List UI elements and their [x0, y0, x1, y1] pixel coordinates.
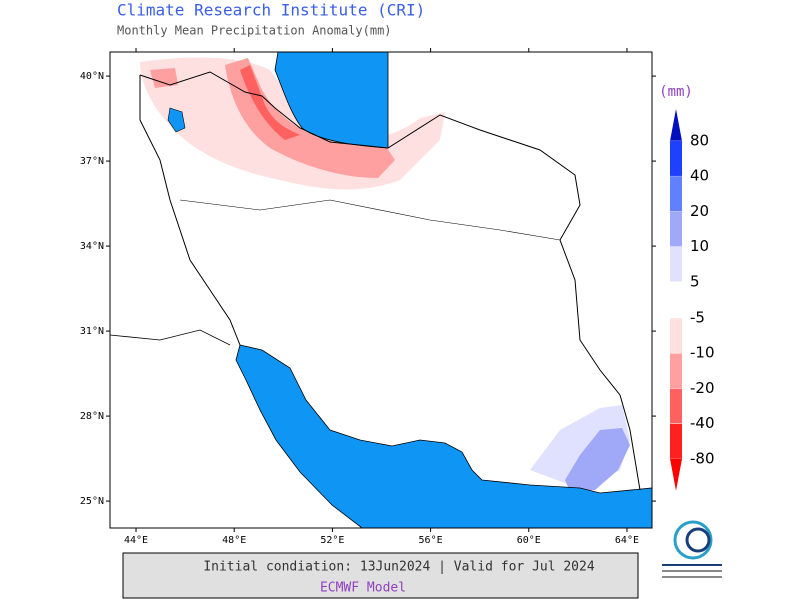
- neighbor-borders: [109, 329, 231, 346]
- legend-box: [670, 318, 682, 354]
- lat-tick-label: 37°N: [80, 156, 104, 167]
- legend-label: 80: [690, 132, 709, 150]
- footer-model: ECMWF Model: [320, 581, 406, 596]
- title: Climate Research Institute (CRI): [117, 1, 425, 20]
- legend-box: [670, 353, 682, 389]
- axes: 40°N 37°N 34°N 31°N 28°N 25°N 44°E 48°E 52°E 56°E…: [80, 48, 656, 546]
- anomaly-mid-red-west: [150, 68, 178, 88]
- logo-ring: [673, 520, 713, 560]
- legend-label: -80: [690, 449, 715, 467]
- legend-arrow: [670, 458, 682, 491]
- lon-tick-label: 56°E: [419, 535, 443, 546]
- legend-box: [670, 388, 682, 424]
- legend-label: 5: [690, 272, 700, 290]
- legend-label: -10: [690, 344, 715, 362]
- map-frame: [109, 51, 653, 529]
- footer-initial: Initial condiation: 13Jun2024 | Valid fo…: [203, 560, 595, 575]
- lon-tick-label: 52°E: [320, 535, 344, 546]
- lat-tick-label: 25°N: [80, 496, 104, 507]
- subtitle: Monthly Mean Precipitation Anomaly(mm): [117, 24, 392, 38]
- logo-line: [662, 564, 722, 566]
- lat-tick-label: 28°N: [80, 411, 104, 422]
- logo: [662, 520, 722, 578]
- legend-label: 40: [690, 167, 709, 185]
- anomaly-red: [240, 65, 300, 140]
- footer-box: [122, 552, 639, 599]
- logo-line: [662, 570, 722, 572]
- lat-tick-label: 31°N: [80, 326, 104, 337]
- lon-tick-label: 60°E: [517, 535, 541, 546]
- lon-tick-label: 44°E: [124, 535, 148, 546]
- legend-label: 20: [690, 202, 709, 220]
- logo-line: [662, 576, 722, 578]
- lake-urmia: [167, 107, 186, 133]
- legend-label: -20: [690, 379, 715, 397]
- anomaly-mid-red: [225, 58, 395, 178]
- lon-tick-label: 48°E: [222, 535, 246, 546]
- logo-ring-inner: [685, 527, 711, 553]
- legend-unit: (mm): [659, 84, 693, 100]
- legend-box: [670, 176, 682, 212]
- legend-label: -5: [690, 309, 705, 327]
- legend: 80 40 20 10 5 -5 -10 -20 -40 -80: [670, 109, 715, 491]
- lat-tick-label: 40°N: [80, 71, 104, 82]
- map-area: [109, 51, 653, 529]
- legend-label: -40: [690, 414, 715, 432]
- anomaly-blue: [565, 428, 630, 492]
- legend-box: [670, 211, 682, 247]
- iran-border: [139, 71, 641, 491]
- legend-label: 10: [690, 237, 709, 255]
- legend-box: [670, 246, 682, 282]
- legend-box: [670, 423, 682, 459]
- lat-tick-label: 34°N: [80, 241, 104, 252]
- lon-tick-label: 64°E: [615, 535, 639, 546]
- legend-box: [670, 141, 682, 177]
- province-borders: [179, 199, 561, 241]
- iran-border-west: [139, 75, 241, 346]
- legend-arrow: [670, 109, 682, 141]
- persian-gulf: [235, 344, 653, 529]
